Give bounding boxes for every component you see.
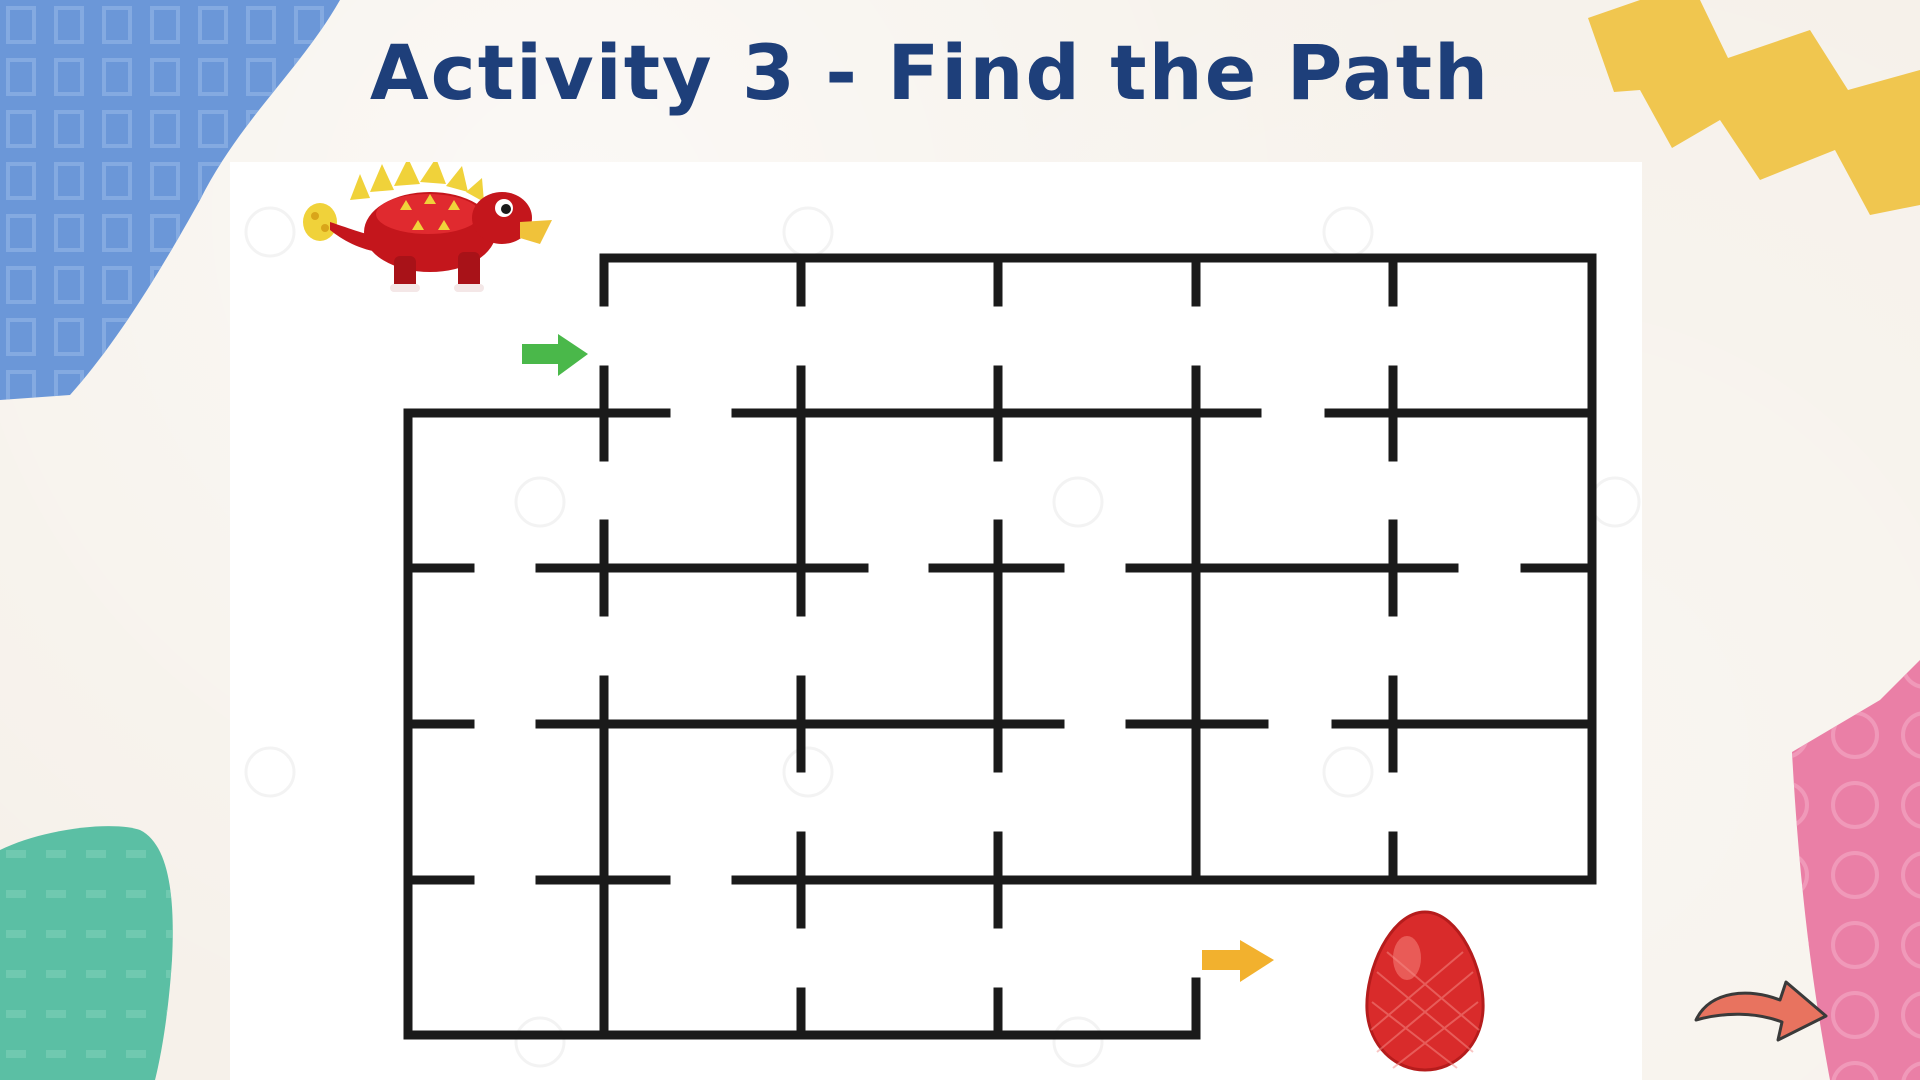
teal-corner-shape (0, 826, 173, 1080)
next-slide-button[interactable] (1690, 970, 1840, 1050)
green-arrow-icon (522, 334, 588, 376)
maze-walls (403, 253, 1597, 1040)
orange-arrow-icon (1202, 940, 1274, 982)
maze-board (244, 162, 1641, 1072)
page-title: Activity 3 - Find the Path (369, 28, 1491, 117)
maze-panel (230, 162, 1642, 1080)
curved-arrow-icon (1694, 980, 1828, 1042)
dinosaur-icon (303, 162, 552, 292)
red-egg-icon (1365, 910, 1485, 1072)
